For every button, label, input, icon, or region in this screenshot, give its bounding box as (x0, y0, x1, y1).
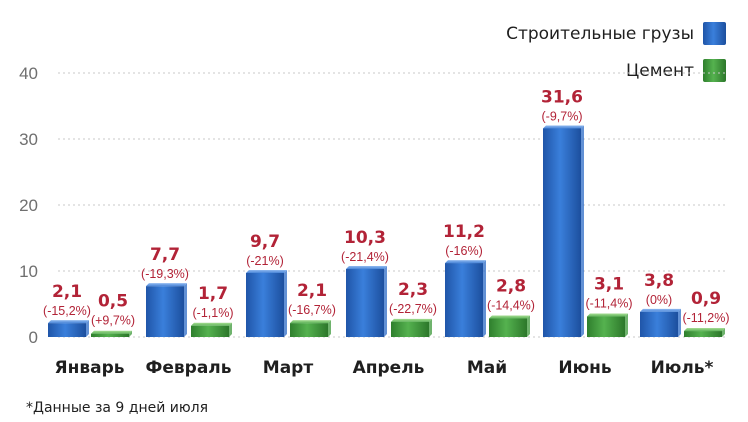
legend-swatch (703, 22, 726, 45)
change-label-cement: (-14,4%) (487, 299, 535, 313)
change-label-construction-cargo: (-19,3%) (141, 267, 189, 281)
value-label-construction-cargo: 2,1 (52, 282, 82, 302)
legend-item-construction-cargo: Строительные грузы (506, 22, 726, 45)
value-label-construction-cargo: 7,7 (150, 245, 180, 265)
value-label-construction-cargo: 31,6 (541, 87, 583, 107)
legend-swatch (703, 59, 726, 82)
value-label-cement: 0,5 (98, 292, 128, 312)
bar-cement (91, 330, 132, 337)
x-tick-label: Февраль (146, 358, 232, 378)
bar-construction-cargo (246, 269, 287, 337)
x-axis-ticks: Январь Февраль Март Апрель Май Июнь Июль* (55, 358, 714, 378)
y-axis-ticks: 0 10 20 30 40 (19, 64, 38, 347)
value-label-cement: 2,8 (496, 277, 526, 297)
legend: Строительные грузы Цемент (506, 22, 726, 82)
bar-cement (587, 313, 628, 337)
change-label-construction-cargo: (-21%) (246, 254, 284, 268)
bar-construction-cargo (146, 283, 187, 337)
bar-cement (191, 322, 232, 337)
y-tick-label: 40 (19, 64, 38, 83)
bar-construction-cargo (48, 320, 89, 337)
x-tick-label: Июль* (651, 358, 714, 378)
bars (48, 125, 725, 337)
value-label-cement: 1,7 (198, 284, 228, 304)
y-tick-label: 10 (19, 262, 38, 281)
change-label-cement: (-16,7%) (288, 303, 336, 317)
value-label-cement: 3,1 (594, 275, 624, 295)
bar-construction-cargo (445, 260, 486, 337)
value-label-construction-cargo: 3,8 (644, 271, 674, 291)
change-label-cement: (-1,1%) (193, 306, 234, 320)
change-label-cement: (+9,7%) (91, 314, 135, 328)
change-label-construction-cargo: (-15,2%) (43, 304, 91, 318)
x-tick-label: Январь (55, 358, 125, 378)
bar-cement (684, 328, 725, 337)
value-label-construction-cargo: 9,7 (250, 232, 280, 252)
x-tick-label: Июнь (558, 358, 611, 378)
change-label-construction-cargo: (0%) (646, 293, 672, 307)
legend-item-cement: Цемент (626, 59, 726, 82)
change-label-cement: (-11,2%) (682, 311, 729, 325)
value-label-cement: 0,9 (691, 289, 721, 309)
x-tick-label: Май (467, 358, 507, 378)
bar-cement (391, 318, 432, 337)
y-tick-label: 20 (19, 196, 38, 215)
bar-cement (489, 315, 530, 337)
change-label-cement: (-11,4%) (585, 297, 632, 311)
change-label-cement: (-22,7%) (389, 302, 437, 316)
legend-label: Цемент (626, 61, 694, 81)
change-label-construction-cargo: (-21,4%) (341, 250, 389, 264)
data-labels: 2,1 (-15,2%) 0,5 (+9,7%) 7,7 (-19,3%) 1,7 (-1,1… (43, 87, 729, 327)
y-tick-label: 30 (19, 130, 38, 149)
change-label-construction-cargo: (-9,7%) (542, 109, 583, 123)
x-tick-label: Март (263, 358, 314, 378)
legend-label: Строительные грузы (506, 24, 694, 44)
value-label-cement: 2,3 (398, 280, 428, 300)
change-label-construction-cargo: (-16%) (445, 244, 483, 258)
x-tick-label: Апрель (353, 358, 425, 378)
bar-construction-cargo (346, 266, 387, 337)
y-tick-label: 0 (29, 328, 38, 347)
value-label-construction-cargo: 10,3 (344, 228, 386, 248)
bar-construction-cargo (640, 308, 681, 337)
bar-cement (290, 320, 331, 337)
footnote: *Данные за 9 дней июля (26, 400, 208, 416)
value-label-cement: 2,1 (297, 281, 327, 301)
bar-construction-cargo (543, 125, 584, 337)
value-label-construction-cargo: 11,2 (443, 222, 485, 242)
